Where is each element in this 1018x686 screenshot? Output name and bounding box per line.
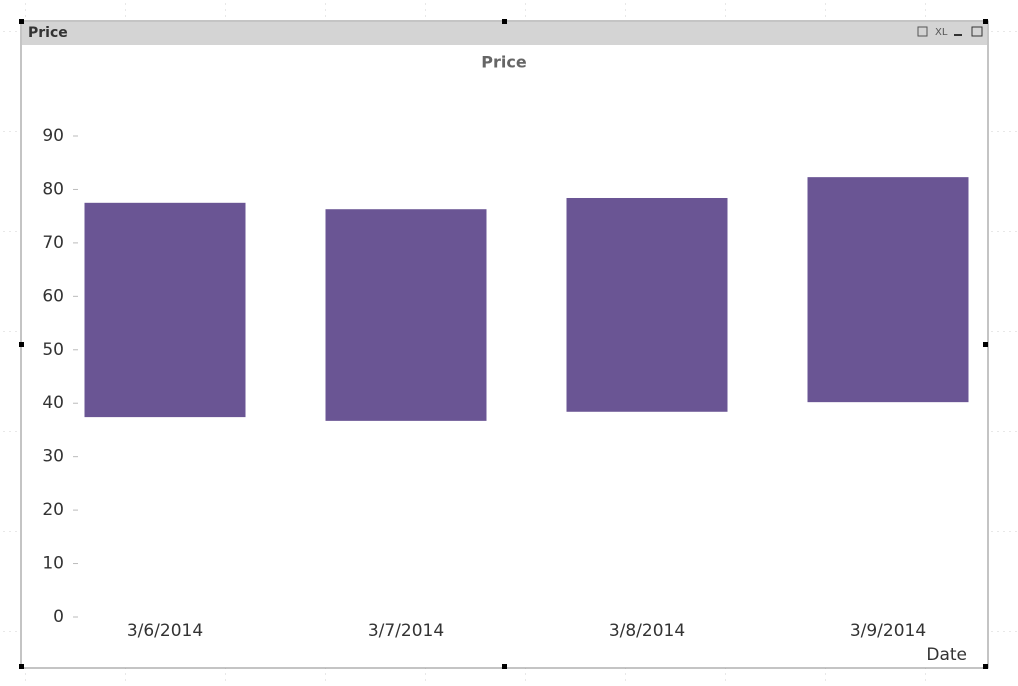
y-tick-label: 70 bbox=[42, 233, 64, 253]
caption-bar bbox=[22, 22, 987, 45]
resize-handles bbox=[19, 19, 988, 669]
x-tick-label: 3/7/2014 bbox=[368, 621, 444, 641]
maximize-button[interactable] bbox=[971, 26, 983, 37]
y-tick-label: 60 bbox=[42, 286, 64, 306]
xl-button[interactable]: XL bbox=[935, 27, 948, 38]
y-tick-label: 50 bbox=[42, 340, 64, 360]
chart-title: Price bbox=[481, 53, 527, 72]
bar bbox=[84, 202, 246, 418]
y-tick-label: 10 bbox=[42, 554, 64, 574]
y-tick-label: 20 bbox=[42, 500, 64, 520]
x-tick-label: 3/9/2014 bbox=[850, 621, 926, 641]
bar bbox=[807, 177, 969, 403]
x-tick-label: 3/6/2014 bbox=[127, 621, 203, 641]
caption-text: Price bbox=[28, 25, 68, 41]
x-axis-title: Date bbox=[926, 645, 967, 665]
y-tick-label: 0 bbox=[53, 607, 64, 627]
bar bbox=[566, 197, 728, 412]
y-tick-label: 80 bbox=[42, 179, 64, 199]
y-tick-label: 90 bbox=[42, 126, 64, 146]
y-tick-label: 30 bbox=[42, 447, 64, 467]
x-tick-label: 3/8/2014 bbox=[609, 621, 685, 641]
bar bbox=[325, 209, 487, 421]
y-tick-label: 40 bbox=[42, 393, 64, 413]
print-button[interactable] bbox=[917, 26, 928, 37]
